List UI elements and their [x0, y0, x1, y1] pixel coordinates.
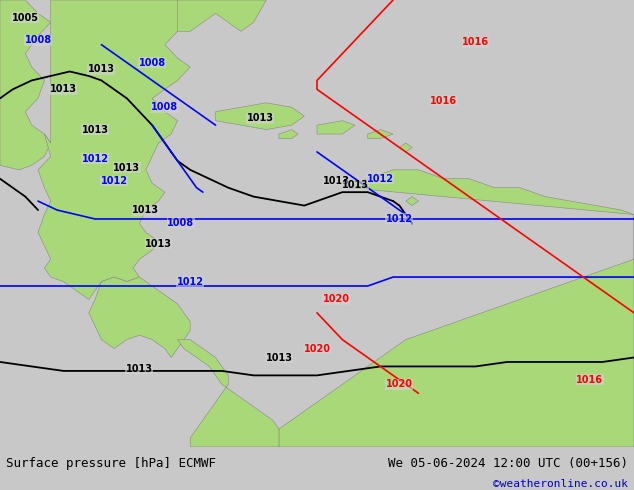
- Text: 1005: 1005: [12, 13, 39, 23]
- Text: 1016: 1016: [576, 375, 603, 385]
- Text: 1012: 1012: [101, 176, 127, 186]
- Text: 1013: 1013: [145, 239, 172, 248]
- Text: 1016: 1016: [430, 96, 457, 105]
- Text: 1020: 1020: [304, 343, 330, 354]
- Text: 1012: 1012: [82, 154, 108, 164]
- Text: ©weatheronline.co.uk: ©weatheronline.co.uk: [493, 479, 628, 489]
- Text: 1008: 1008: [167, 219, 194, 228]
- Text: 1013: 1013: [323, 176, 349, 186]
- Text: 1013: 1013: [342, 180, 368, 191]
- Text: 1020: 1020: [386, 379, 413, 390]
- Text: 1013: 1013: [247, 113, 273, 123]
- Text: 1012: 1012: [177, 276, 204, 287]
- Text: 1013: 1013: [266, 352, 292, 363]
- Text: 1020: 1020: [323, 294, 349, 304]
- Text: 1008: 1008: [139, 57, 165, 68]
- Text: 1013: 1013: [113, 163, 140, 172]
- Text: 1013: 1013: [126, 364, 153, 374]
- Text: 1013: 1013: [133, 205, 159, 215]
- Text: 1016: 1016: [462, 37, 489, 48]
- Text: 1012: 1012: [386, 214, 413, 224]
- Text: 1012: 1012: [367, 174, 394, 184]
- Text: 1013: 1013: [82, 124, 108, 135]
- Text: Surface pressure [hPa] ECMWF: Surface pressure [hPa] ECMWF: [6, 457, 216, 470]
- Text: 1013: 1013: [88, 64, 115, 74]
- Text: 1013: 1013: [50, 84, 77, 95]
- Text: 1008: 1008: [152, 102, 178, 112]
- Text: 1008: 1008: [25, 35, 51, 45]
- Text: We 05-06-2024 12:00 UTC (00+156): We 05-06-2024 12:00 UTC (00+156): [387, 457, 628, 470]
